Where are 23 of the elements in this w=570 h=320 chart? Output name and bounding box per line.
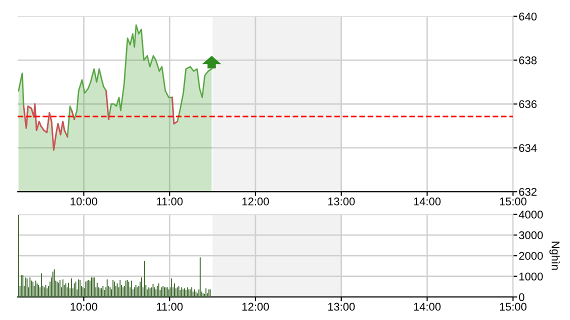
x-tick-label: 12:00 (242, 198, 269, 206)
y-tick-label: 2000 (519, 252, 543, 260)
x-tick-label: 13:00 (328, 302, 355, 311)
x-tick-label: 11:00 (156, 302, 183, 311)
y-tick-label: 3000 (518, 231, 543, 240)
y-axis-title: Nghìn (549, 242, 560, 270)
y-tick-label: 4000 (518, 210, 543, 219)
x-tick-label: 10:00 (70, 198, 98, 206)
y-tick-label: 640 (519, 12, 537, 20)
x-tick-label: 14:00 (414, 302, 441, 311)
y-tick-label: 638 (519, 56, 537, 64)
x-tick-label: 13:00 (328, 198, 355, 206)
y-tick-label: 1000 (519, 272, 543, 280)
x-tick-label: 15:00 (500, 198, 526, 206)
x-tick-label: 14:00 (414, 198, 441, 206)
x-tick-label: 10:00 (70, 302, 98, 311)
y-tick-label: 636 (519, 100, 537, 108)
x-tick-label: 12:00 (242, 302, 269, 311)
y-tick-label: 632 (519, 188, 537, 196)
y-tick-label: 0 (518, 293, 524, 302)
x-tick-label: 15:00 (500, 302, 526, 311)
x-tick-label: 11:00 (156, 198, 183, 206)
y-tick-label: 634 (519, 144, 537, 152)
